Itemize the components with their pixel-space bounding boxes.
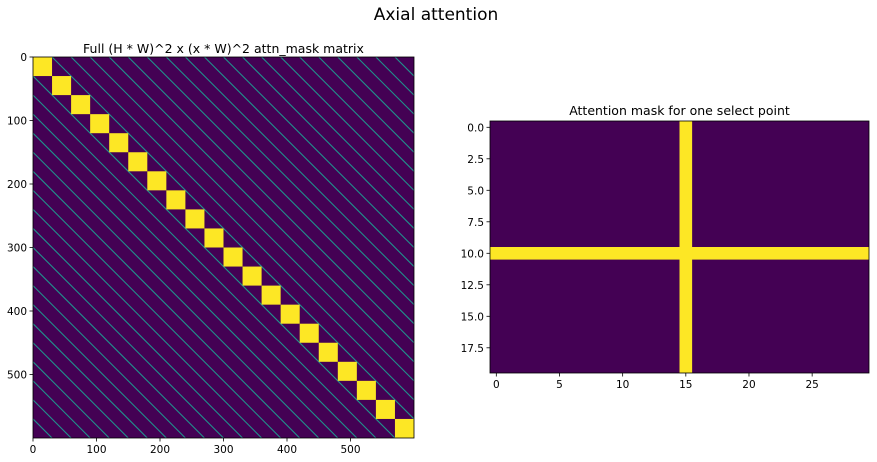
- mask-diagonal-line: [33, 132, 339, 438]
- diagonal-block: [147, 171, 167, 191]
- full-mask-axes: Full (H * W)^2 x (x * W)^2 attn_mask mat…: [7, 41, 415, 456]
- mask-diagonal-line: [33, 75, 396, 438]
- axes-frame: [489, 120, 870, 374]
- y-tick-label: 500: [7, 370, 27, 382]
- y-tick-label: 0: [20, 52, 27, 64]
- mask-diagonal-line: [33, 247, 224, 438]
- diagonal-block: [90, 114, 110, 134]
- figure-suptitle: Axial attention: [374, 5, 499, 25]
- mask-diagonal-line: [375, 57, 414, 96]
- y-tick-label: 7.5: [467, 217, 484, 229]
- y-tick-label: 0.0: [467, 122, 484, 134]
- mask-diagonal-line: [108, 57, 414, 363]
- y-tick-label: 15.0: [461, 311, 484, 323]
- mask-diagonal-line: [33, 189, 282, 438]
- mask-diagonal-line: [33, 151, 320, 438]
- x-tick-label: 500: [340, 444, 360, 456]
- mask-diagonal-line: [33, 113, 358, 438]
- mask-diagonal-line: [204, 57, 414, 267]
- x-tick-label: 400: [277, 444, 297, 456]
- mask-diagonal-line: [146, 57, 414, 325]
- diagonal-block: [166, 190, 186, 210]
- full-mask-ticks: 0 100 200 300 400 500 0 100 200 300 400 500: [7, 52, 361, 456]
- mask-diagonal-line: [33, 94, 377, 438]
- y-tick-label: 17.5: [461, 343, 484, 355]
- diagonal-block: [261, 285, 281, 305]
- y-tick-label: 100: [7, 116, 27, 128]
- y-tick-label: 12.5: [461, 280, 484, 292]
- mask-diagonal-line: [70, 57, 414, 401]
- diagonal-block: [356, 380, 376, 400]
- selected-column-band: [679, 121, 693, 373]
- x-tick-label: 25: [805, 379, 818, 391]
- mask-diagonal-line: [223, 57, 414, 248]
- select-point-heatmap: [489, 120, 870, 374]
- x-tick-label: 10: [616, 379, 629, 391]
- x-tick-label: 20: [742, 379, 755, 391]
- full-mask-title: Full (H * W)^2 x (x * W)^2 attn_mask mat…: [83, 41, 364, 56]
- diagonal-block: [242, 266, 262, 286]
- select-point-ticks: 0 5 10 15 20 25 0.0 2.5 5.0 7.5 10.0 12.5 15.0 17.5: [461, 122, 819, 391]
- diagonal-block: [204, 228, 224, 248]
- select-point-title: Attention mask for one select point: [569, 103, 790, 118]
- diagonal-block: [52, 76, 72, 96]
- diagonal-block: [299, 323, 319, 343]
- mask-diagonal-line: [33, 228, 243, 438]
- mask-diagonal-line: [33, 342, 129, 438]
- x-tick-label: 0: [30, 444, 37, 456]
- x-tick-label: 200: [150, 444, 170, 456]
- y-tick-label: 5.0: [467, 185, 484, 197]
- mask-diagonal-line: [33, 266, 205, 438]
- mask-diagonal-line: [33, 170, 301, 438]
- mask-diagonal-line: [33, 361, 110, 438]
- mask-diagonal-line: [337, 57, 414, 134]
- x-tick-label: 15: [679, 379, 692, 391]
- mask-diagonal-line: [33, 380, 91, 438]
- diagonal-block: [223, 247, 243, 267]
- mask-diagonal-line: [261, 57, 414, 210]
- select-point-axes: Attention mask for one select point 0 5 10…: [461, 103, 870, 391]
- mask-diagonal-line: [318, 57, 414, 153]
- diagonal-block: [185, 209, 205, 229]
- diagonal-block: [280, 304, 300, 324]
- diagonal-block: [128, 152, 148, 172]
- diagonal-block: [33, 57, 53, 77]
- x-tick-label: 300: [213, 444, 233, 456]
- mask-diagonal-line: [299, 57, 414, 172]
- full-mask-heatmap: [32, 56, 415, 439]
- diagonal-block: [318, 342, 338, 362]
- mask-diagonal-line: [185, 57, 414, 286]
- y-tick-label: 400: [7, 306, 27, 318]
- mask-diagonal-line: [33, 323, 148, 438]
- y-tick-label: 300: [7, 243, 27, 255]
- y-tick-label: 2.5: [467, 154, 484, 166]
- mask-diagonal-line: [33, 285, 186, 438]
- mask-diagonal-line: [242, 57, 414, 229]
- diagonal-block: [109, 133, 129, 153]
- mask-diagonal-line: [394, 57, 414, 77]
- diagonal-block: [394, 418, 414, 438]
- x-tick-label: 100: [86, 444, 106, 456]
- diagonal-block: [71, 95, 91, 115]
- x-tick-label: 0: [493, 379, 500, 391]
- diagonal-block: [337, 361, 357, 381]
- mask-diagonal-line: [280, 57, 414, 191]
- mask-diagonal-line: [165, 57, 414, 306]
- mask-diagonal-line: [33, 304, 167, 438]
- diagonal-block: [375, 399, 395, 419]
- mask-diagonal-line: [356, 57, 414, 115]
- y-tick-label: 10.0: [461, 248, 484, 260]
- y-tick-label: 200: [7, 179, 27, 191]
- mask-diagonal-line: [127, 57, 414, 344]
- mask-diagonal-line: [33, 209, 262, 438]
- mask-diagonal-line: [33, 418, 53, 438]
- mask-diagonal-line: [89, 57, 414, 382]
- mask-diagonal-line: [33, 399, 72, 438]
- x-tick-label: 5: [556, 379, 563, 391]
- mask-diagonal-line: [51, 57, 414, 420]
